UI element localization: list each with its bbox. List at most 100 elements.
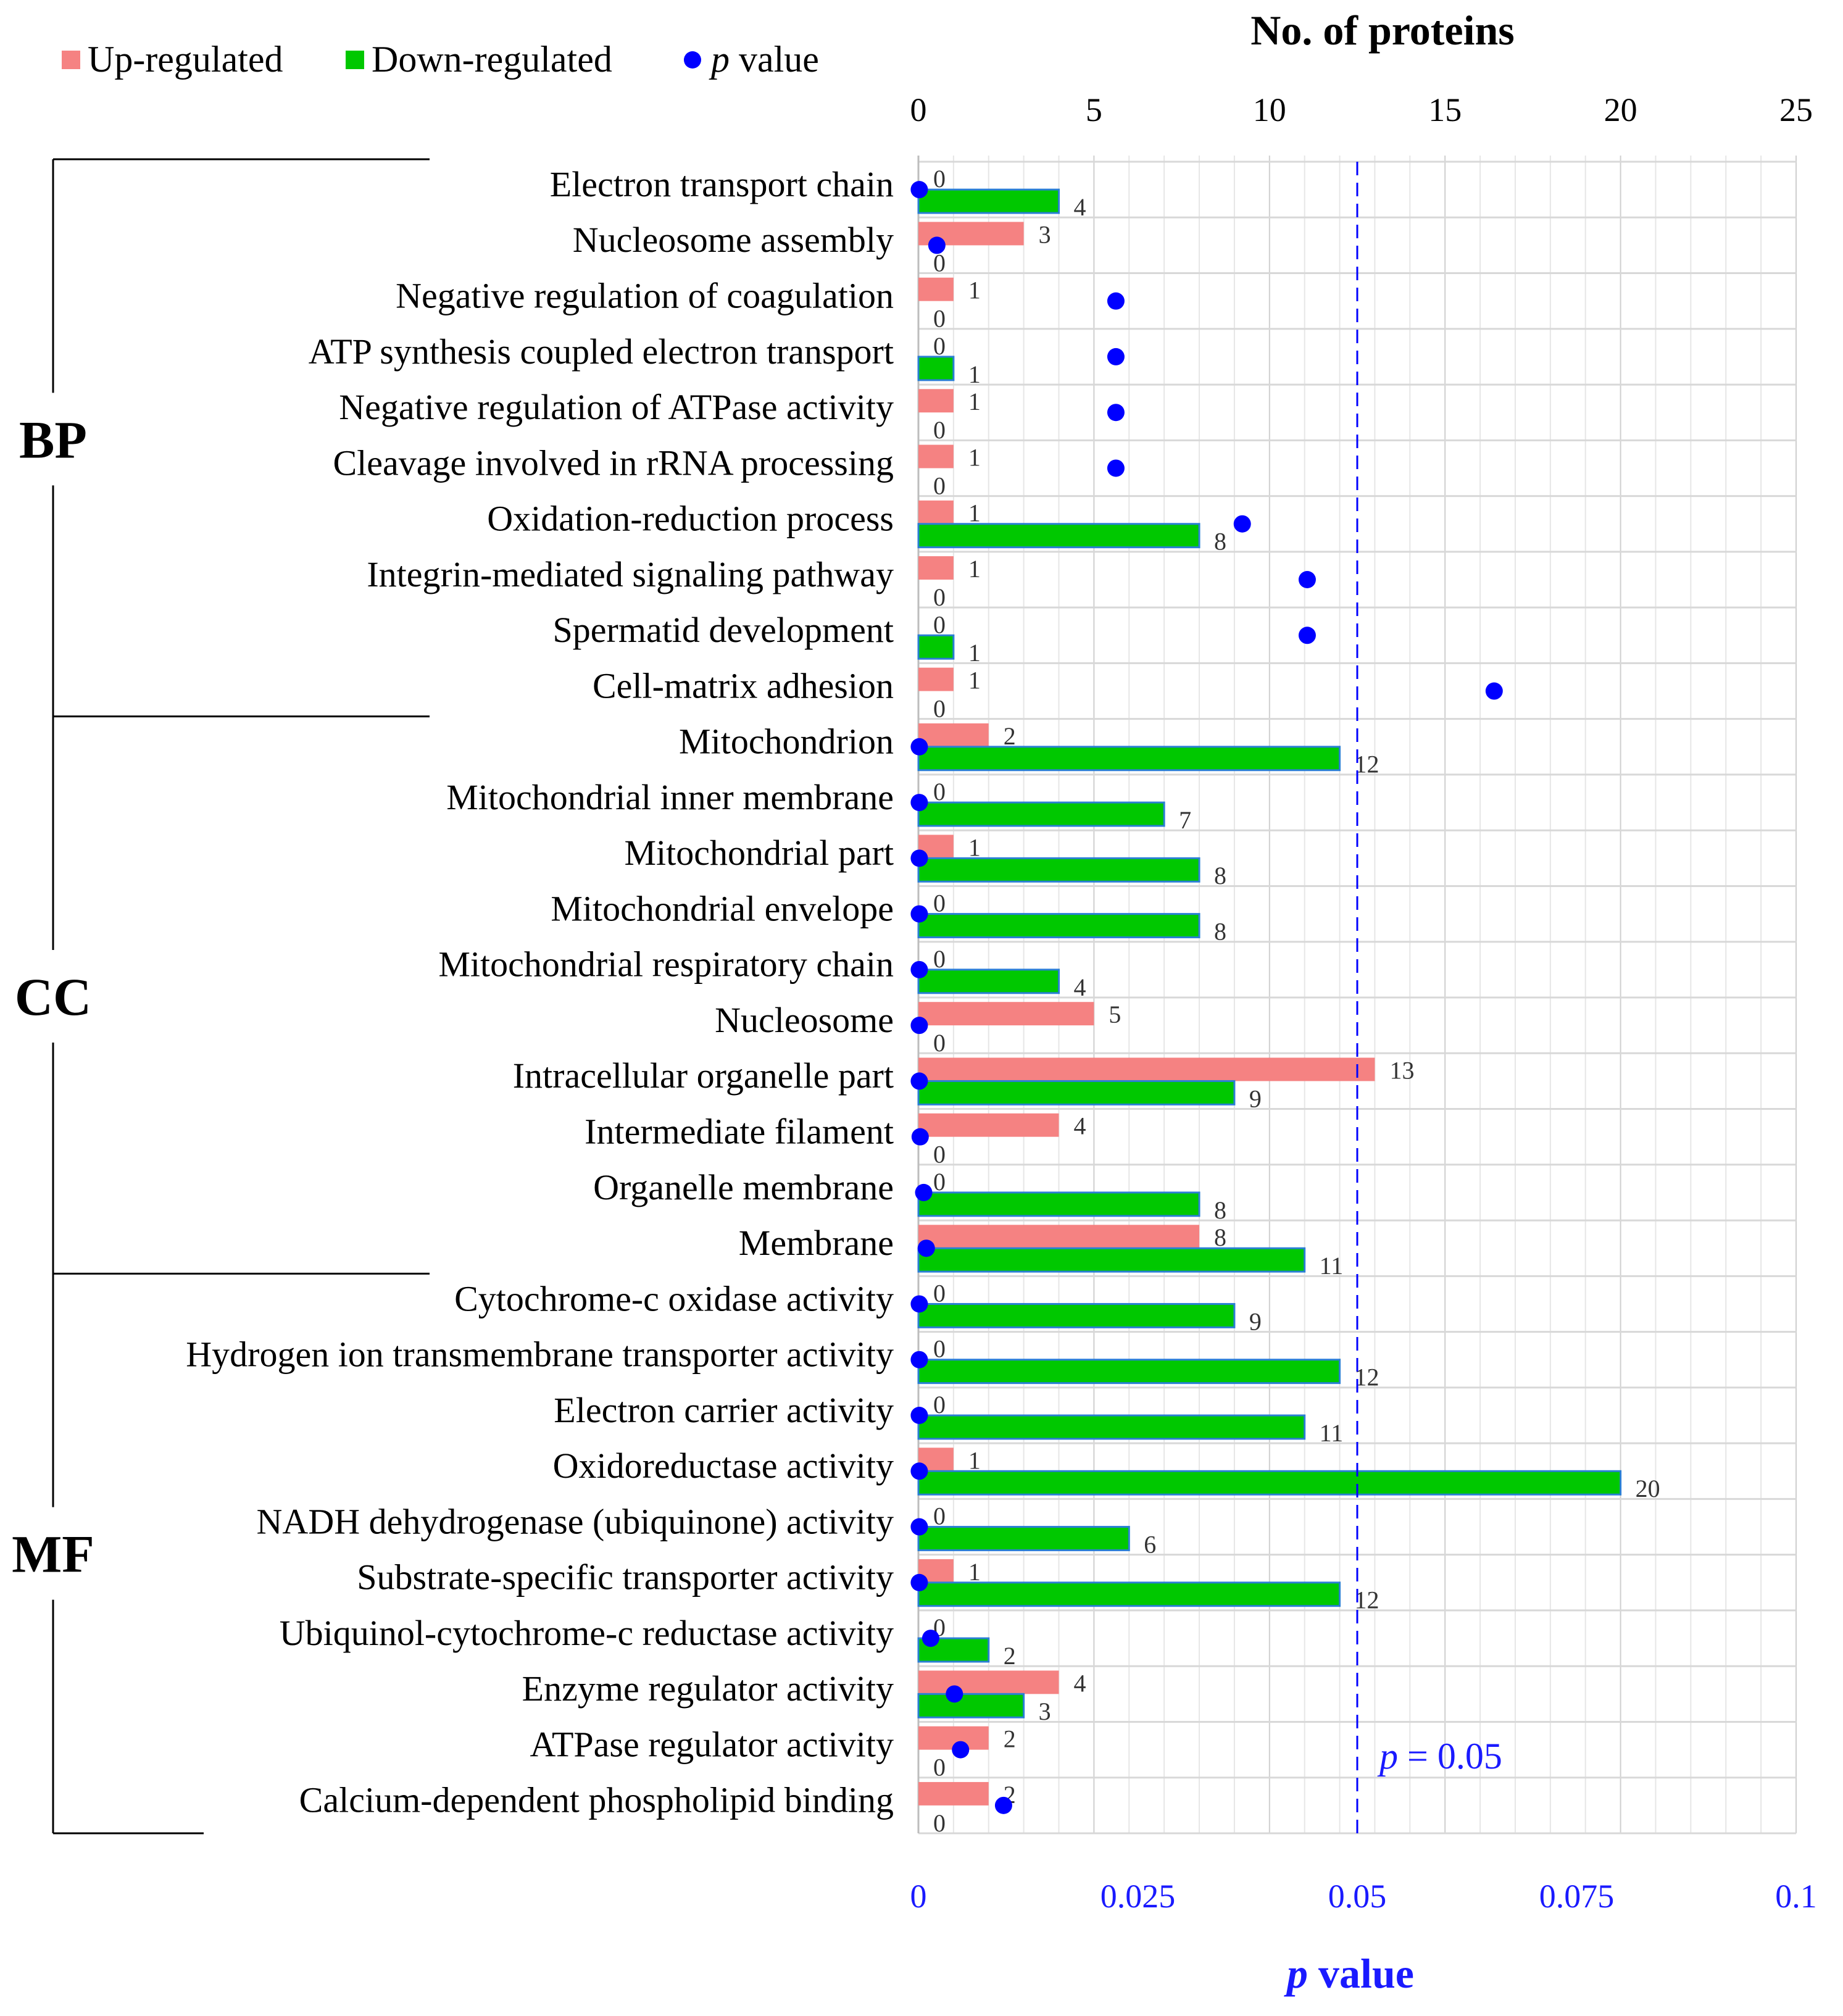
p-value-dot: [910, 849, 928, 867]
down-value-label: 0: [933, 249, 946, 277]
up-value-label: 1: [968, 1446, 981, 1474]
up-bar: [918, 1057, 1375, 1081]
p-value-dot: [910, 738, 928, 756]
p-value-dot: [1107, 292, 1125, 310]
p-value-dot: [1485, 682, 1503, 700]
up-value-label: 1: [968, 555, 981, 583]
p-value-dot: [928, 236, 946, 254]
p-value-dot: [910, 905, 928, 923]
p-value-dot: [1107, 404, 1125, 422]
down-value-label: 4: [1074, 193, 1086, 221]
bottom-axis-tick-label: 0.025: [1100, 1878, 1176, 1915]
down-value-label: 1: [968, 639, 981, 667]
category-label: Ubiquinol-cytochrome-c reductase activit…: [280, 1613, 894, 1653]
bottom-axis-title-rest: value: [1308, 1950, 1414, 1997]
category-label: Hydrogen ion transmembrane transporter a…: [186, 1335, 894, 1375]
down-value-label: 0: [933, 1141, 946, 1168]
up-value-label: 5: [1109, 1001, 1121, 1028]
category-label: Mitochondrion: [679, 722, 894, 762]
down-value-label: 4: [1074, 973, 1086, 1001]
up-value-label: 0: [933, 1502, 946, 1530]
category-label: Mitochondrial inner membrane: [446, 777, 894, 817]
down-value-label: 0: [933, 694, 946, 722]
down-bar: [917, 634, 955, 660]
category-label: Oxidoreductase activity: [553, 1446, 894, 1486]
up-value-label: 1: [968, 277, 981, 304]
bottom-axis-tick-label: 0.05: [1328, 1878, 1387, 1915]
up-value-label: 0: [933, 1391, 946, 1418]
p-value-dot: [910, 1072, 928, 1090]
down-bar: [917, 1359, 1341, 1385]
threshold-label: p = 0.05: [1377, 1736, 1502, 1776]
up-value-label: 0: [933, 610, 946, 638]
down-value-label: 12: [1355, 751, 1379, 778]
up-value-label: 1: [968, 443, 981, 471]
down-value-label: 8: [1214, 1196, 1226, 1224]
up-value-label: 0: [933, 778, 946, 806]
legend-down-label: Down-regulated: [372, 39, 612, 80]
up-value-label: 1: [968, 667, 981, 694]
category-label: Cleavage involved in rRNA processing: [333, 443, 894, 483]
down-bar: [917, 356, 955, 381]
up-value-label: 1: [968, 388, 981, 415]
up-bar: [918, 723, 989, 747]
down-value-label: 12: [1355, 1586, 1379, 1614]
down-bar: [917, 913, 1200, 939]
category-label: Integrin-mediated signaling pathway: [367, 554, 894, 594]
legend-down-swatch: [346, 51, 364, 69]
up-value-label: 4: [1074, 1112, 1086, 1140]
up-bar: [918, 389, 954, 413]
category-label: Organelle membrane: [593, 1167, 894, 1207]
down-value-label: 0: [933, 472, 946, 499]
legend-p-rest: value: [730, 39, 819, 80]
value-labels: 0430100110101810011021207180804501394008…: [933, 165, 1660, 1837]
category-label: Mitochondrial respiratory chain: [438, 944, 894, 985]
p-value-dot: [910, 1518, 928, 1536]
p-value-dot: [946, 1685, 963, 1703]
down-value-label: 8: [1214, 862, 1226, 889]
category-label: Enzyme regulator activity: [522, 1668, 894, 1709]
category-label: Calcium-dependent phospholipid binding: [299, 1780, 894, 1820]
category-label: Membrane: [739, 1223, 894, 1263]
category-label: Cell-matrix adhesion: [593, 665, 894, 706]
p-value-dots: [910, 181, 1503, 1814]
down-bar: [917, 1247, 1306, 1273]
up-value-label: 2: [1004, 722, 1016, 750]
legend-up-swatch: [62, 51, 80, 69]
down-value-label: 8: [1214, 918, 1226, 946]
up-value-label: 0: [933, 1335, 946, 1363]
down-value-label: 11: [1320, 1252, 1344, 1280]
p-value-dot: [1107, 348, 1125, 365]
down-bar: [917, 1470, 1622, 1496]
p-value-dot: [915, 1183, 933, 1201]
category-label: Intracellular organelle part: [513, 1056, 894, 1096]
top-axis-tick-label: 10: [1253, 91, 1286, 128]
legend-p-dot: [684, 51, 701, 69]
category-label: Intermediate filament: [585, 1111, 894, 1151]
up-value-label: 1: [968, 833, 981, 861]
up-value-label: 0: [933, 1279, 946, 1307]
legend: Up-regulated Down-regulated p value: [62, 39, 819, 80]
down-value-label: 20: [1636, 1475, 1660, 1502]
down-bar: [917, 1414, 1306, 1440]
down-bar: [917, 801, 1165, 827]
group-label-bg: [12, 402, 99, 470]
category-label: Negative regulation of ATPase activity: [339, 387, 894, 427]
category-label: Nucleosome: [715, 1000, 894, 1040]
top-axis-title: No. of proteins: [1250, 7, 1515, 54]
down-value-label: 9: [1249, 1307, 1262, 1335]
down-bar: [917, 1080, 1236, 1106]
p-value-dot: [910, 1351, 928, 1368]
p-value-dot: [1298, 627, 1316, 644]
down-value-label: 11: [1320, 1419, 1344, 1447]
p-value-dot: [910, 1295, 928, 1313]
down-bar: [917, 1581, 1341, 1607]
p-value-dot: [952, 1741, 970, 1759]
down-value-label: 12: [1355, 1364, 1379, 1391]
bottom-axis-tick-label: 0: [910, 1878, 927, 1915]
down-bar: [917, 1526, 1130, 1551]
p-value-dot: [1107, 459, 1125, 477]
category-label: Mitochondrial part: [624, 833, 894, 873]
group-label-bg: [12, 1516, 99, 1585]
down-bar: [917, 746, 1341, 772]
